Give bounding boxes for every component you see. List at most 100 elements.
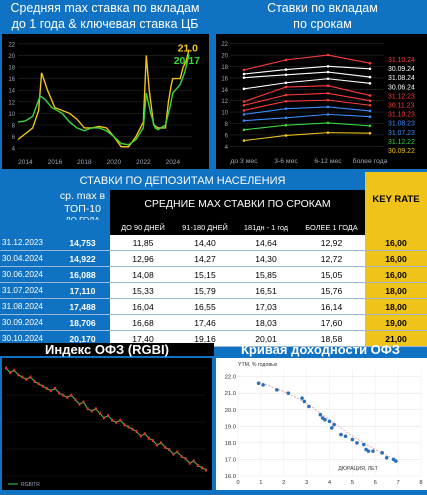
rate-cell: 16,51 [234, 282, 298, 299]
rate-cell: 12,92 [298, 235, 365, 251]
term-point [326, 77, 330, 81]
term-point [326, 105, 330, 109]
rate-cell: 14,64 [234, 235, 298, 251]
rgbi-candle [188, 461, 191, 465]
x-tick-label: 5 [351, 480, 354, 486]
panel2-title-line1: Ставки по вкладам [267, 1, 378, 15]
table-row: 30.09.2024 18,706 16,68 17,46 18,03 17,60 19,0… [0, 314, 427, 331]
term-point [284, 68, 288, 71]
term-point [368, 131, 372, 135]
rgbi-candle [131, 427, 134, 431]
deposit-rate-line [17, 54, 190, 146]
col-header-1y: 181дн - 1 год [234, 220, 298, 235]
rgbi-candle [82, 400, 85, 404]
key-rate-cell: 21,00 [365, 330, 427, 347]
legend-label: 30.09.24 [388, 66, 415, 73]
rgbi-candle [184, 457, 187, 461]
table-row: 31.12.2023 14,753 11,85 14,40 14,64 12,92 16,0… [0, 235, 427, 251]
term-series-line [243, 132, 371, 142]
y-tick-label: 14 [8, 89, 15, 95]
rate-cell: 16,55 [176, 298, 234, 315]
y-tick-label: 20 [221, 54, 228, 60]
term-point [368, 115, 372, 118]
bond-point [327, 419, 332, 424]
x-tick-label: 6-12 мес [314, 158, 342, 165]
y-tick-label: 14 [221, 88, 228, 94]
term-point [242, 100, 246, 103]
rgbi-candle [139, 434, 142, 438]
rgbi-candle [143, 432, 146, 436]
table-row: 30.10.2024 20,170 17,40 19,16 20,01 18,58 21,0… [0, 330, 427, 347]
date: 30.06.2024 [0, 266, 55, 283]
panel1-chart: 4 6 8 10 12 14 16 18 20 22 2014 2016 2018 2020 2022 202… [2, 34, 209, 169]
panel3-chart: RGBITR [2, 358, 212, 490]
date: 31.12.2023 [0, 235, 55, 251]
term-point [368, 82, 372, 85]
rgbi-candle [196, 463, 199, 467]
key-rate-cell: 16,00 [365, 235, 427, 251]
rgbi-candle [107, 414, 110, 418]
rgbi-candle [176, 450, 179, 454]
term-point [326, 70, 330, 74]
term-series-line [243, 71, 371, 79]
term-point [284, 73, 288, 77]
top10-cell: 20,170 [55, 330, 110, 347]
key-rate-line [17, 49, 190, 148]
term-point [326, 121, 330, 125]
avg-rates-header-label: СРЕДНИЕ MAX СТАВКИ ПО СРОКАМ [144, 198, 331, 210]
x-tick-label: 2014 [18, 159, 33, 166]
bond-point [323, 417, 327, 422]
rate-cell: 17,60 [298, 314, 365, 331]
col-header-90: ДО 90 ДНЕЙ [110, 220, 176, 235]
col-header-more-1y: БОЛЕЕ 1 ГОДА [298, 220, 365, 235]
term-point [242, 113, 246, 116]
rate-cell: 12,96 [110, 250, 176, 267]
rgbi-header-strip [0, 343, 214, 356]
legend-label: 30.11.23 [388, 103, 414, 110]
rgbi-candle [180, 454, 183, 458]
rgbi-candle [74, 398, 77, 402]
x-axis-label: ДЮРАЦИЯ, ЛЕТ [338, 466, 378, 472]
term-point [242, 103, 246, 107]
rgbi-legend-label: RGBITR [21, 482, 40, 488]
rgbi-candle [119, 418, 122, 422]
x-tick-label: более года [353, 157, 388, 165]
term-point [242, 119, 246, 122]
date: 30.09.2024 [0, 314, 55, 331]
key-rate-cell: 19,00 [365, 314, 427, 331]
key-rate-value-label: 21.0 [178, 43, 199, 55]
date: 31.07.2024 [0, 282, 55, 299]
term-point [242, 87, 246, 91]
term-point [242, 76, 246, 79]
term-point [284, 123, 288, 127]
y-tick-label: 12 [8, 100, 15, 106]
x-tick-label: 3 [305, 480, 308, 486]
y-tick-label: 8 [225, 122, 229, 128]
rgbi-candle [66, 395, 69, 399]
rate-cell: 15,76 [298, 282, 365, 299]
term-point [368, 99, 372, 102]
bond-point [261, 383, 265, 387]
top10-cell: 16,088 [55, 266, 110, 283]
y-tick-label: 18 [8, 66, 15, 72]
rgbi-candle [98, 411, 101, 415]
y-tick-label: 20.0 [225, 408, 236, 414]
term-point [326, 131, 330, 134]
table-row: 30.04.2024 14,922 12,96 14,27 14,30 12,72 16,0… [0, 250, 427, 267]
y-tick-label: 12 [221, 99, 228, 105]
legend-label: 31.12.23 [388, 93, 415, 100]
table-row: 31.07.2024 17,110 15,33 15,79 16,51 15,76 18,0… [0, 282, 427, 299]
term-point [326, 98, 330, 102]
y-tick-label: 18 [221, 65, 228, 71]
rgbi-candle [200, 466, 203, 470]
term-point [242, 128, 246, 132]
key-rate-cell: 18,00 [365, 298, 427, 315]
term-point [368, 61, 372, 65]
x-tick-label: 6 [374, 480, 377, 486]
rate-cell: 18,58 [298, 330, 365, 347]
bond-point [355, 441, 359, 445]
x-tick-label: до 3 мес [230, 158, 258, 165]
y-tick-label: 4 [225, 145, 229, 151]
rgbi-candle [90, 409, 93, 413]
x-tick-label: 8 [419, 480, 422, 486]
